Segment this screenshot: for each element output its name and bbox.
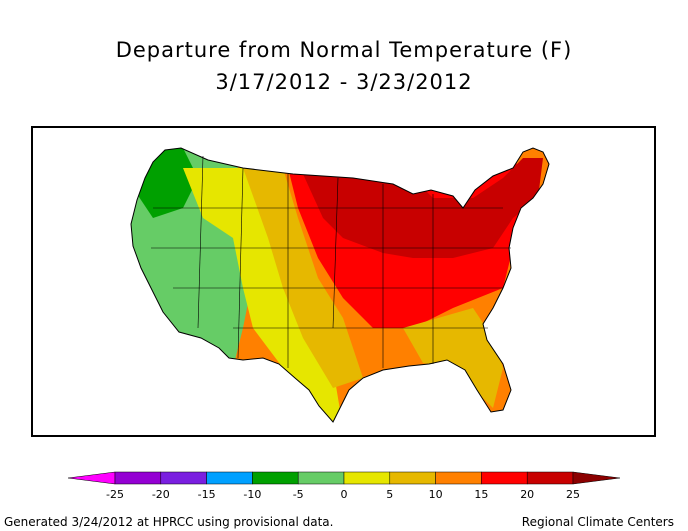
us-map-svg (130, 147, 550, 423)
anomaly-shading (131, 148, 549, 422)
legend-tick-label: -10 (243, 488, 261, 501)
legend-bin (481, 471, 528, 485)
legend-tick-label: 25 (566, 488, 580, 501)
legend-bin (252, 471, 299, 485)
legend-tick-label: -20 (152, 488, 170, 501)
color-scale-legend: -25 -20 -15 -10 -5 0 5 10 15 20 25 (60, 468, 630, 502)
generation-note: Generated 3/24/2012 at HPRCC using provi… (4, 515, 334, 529)
credit-label: Regional Climate Centers (521, 515, 674, 529)
legend-tick-label: -15 (198, 488, 216, 501)
legend-tick-label: 0 (341, 488, 348, 501)
legend-tick-label: 20 (520, 488, 534, 501)
legend-tick-label: -25 (106, 488, 124, 501)
legend-bin (435, 471, 482, 485)
legend-tick-label: -5 (293, 488, 304, 501)
us-outline (130, 147, 550, 423)
legend-tick-label: 15 (474, 488, 488, 501)
legend-bin (114, 471, 162, 485)
legend-bin (160, 471, 207, 485)
legend-bin (526, 471, 574, 485)
legend-tick-label: 10 (429, 488, 443, 501)
legend-bin (297, 471, 345, 485)
legend-low-arrow (67, 471, 116, 485)
legend-high-arrow (572, 471, 621, 485)
map-date-range: 3/17/2012 - 3/23/2012 (215, 70, 473, 94)
temperature-departure-map (31, 126, 656, 437)
legend-svg: -25 -20 -15 -10 -5 0 5 10 15 20 25 (67, 471, 621, 501)
legend-tick-label: 5 (386, 488, 393, 501)
legend-bin (343, 471, 391, 485)
map-title: Departure from Normal Temperature (F) (115, 38, 573, 62)
state-boundaries (151, 155, 511, 368)
legend-bin (206, 471, 253, 485)
legend-bin (389, 471, 436, 485)
